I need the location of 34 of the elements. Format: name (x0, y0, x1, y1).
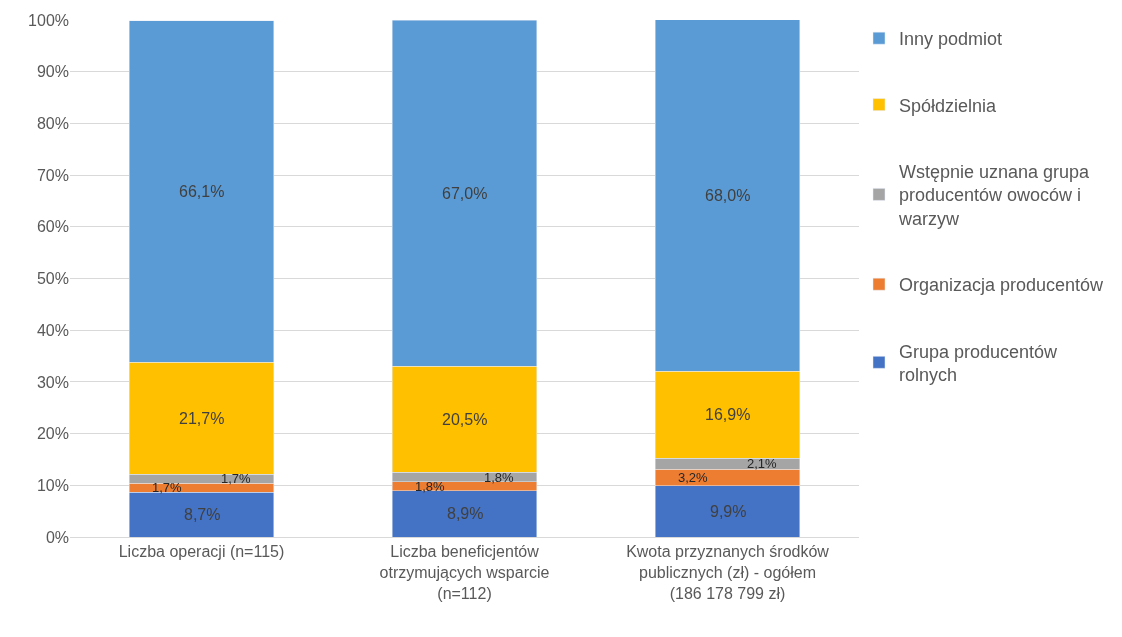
data-label: 1,8% (415, 479, 446, 494)
data-label: 9,9% (710, 503, 747, 520)
data-label: 68,0% (705, 187, 751, 204)
x-tick-label: Kwota przyznanych środków publicznych (zł) - ogółem (186 178 799 zł) (626, 543, 830, 602)
y-tick-label: 70% (36, 166, 69, 184)
data-label: 16,9% (705, 406, 751, 423)
y-tick-label: 0% (45, 528, 69, 546)
legend-label: Grupa producentów rolnych (899, 341, 1059, 386)
x-tick-label: Liczba operacji (n=115) (118, 543, 285, 561)
y-tick-label: 90% (36, 63, 69, 81)
y-tick-label: 60% (36, 218, 69, 236)
legend-label: Spółdzielnia (899, 95, 998, 116)
y-tick-label: 30% (36, 373, 69, 391)
legend-label: Organizacja producentów (899, 275, 1105, 296)
data-label: 66,1% (179, 183, 225, 200)
y-tick-label: 100% (28, 11, 69, 29)
data-label: 3,2% (678, 470, 709, 485)
y-tick-label: 20% (36, 425, 69, 443)
y-tick-label: 40% (36, 321, 69, 339)
y-tick-label: 50% (36, 270, 69, 288)
data-label: 67,0% (442, 185, 488, 202)
data-label: 1,8% (484, 470, 515, 485)
data-label: 8,9% (447, 505, 484, 522)
data-label: 8,7% (184, 506, 221, 523)
data-label: 20,5% (442, 411, 488, 428)
legend-label: Inny podmiot (899, 29, 1003, 50)
y-tick-label: 80% (36, 115, 69, 132)
y-tick-label: 10% (36, 476, 69, 494)
data-label: 21,7% (179, 410, 225, 427)
data-label: 1,7% (152, 480, 183, 495)
data-label: 1,7% (221, 471, 252, 486)
data-label: 2,1% (747, 456, 778, 471)
legend-label: Wstępnie uznana grupa producentów owoców i warzyw (898, 162, 1091, 229)
x-tick-label: Liczba beneficjentów otrzymujących wsparcie (n=112) (379, 543, 550, 602)
